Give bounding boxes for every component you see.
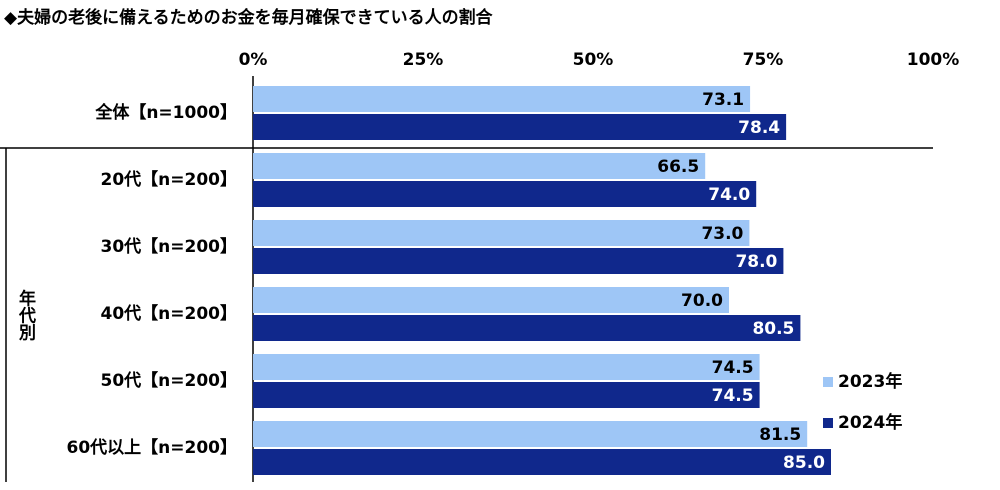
y-tick-label: 30代【n=200】 (101, 236, 238, 257)
value-label: 78.4 (738, 118, 780, 138)
x-tick-label: 75% (743, 50, 784, 70)
x-tick-label: 50% (573, 50, 614, 70)
value-label: 73.1 (702, 90, 744, 110)
x-tick-label: 100% (907, 50, 960, 70)
bar (253, 248, 784, 274)
bar (253, 382, 760, 408)
value-label: 66.5 (657, 157, 699, 177)
bar (253, 153, 706, 179)
value-label: 74.5 (712, 358, 754, 378)
x-tick-label: 25% (403, 50, 444, 70)
value-label: 74.5 (712, 386, 754, 406)
bar (253, 86, 751, 112)
bar (253, 181, 757, 207)
legend-swatch (823, 418, 833, 428)
legend-label: 2024年 (838, 412, 902, 433)
value-label: 81.5 (759, 425, 801, 445)
value-label: 85.0 (783, 453, 825, 473)
y-tick-label: 50代【n=200】 (101, 370, 238, 391)
bar (253, 449, 831, 475)
legend-label: 2023年 (838, 371, 902, 392)
value-label: 70.0 (681, 291, 723, 311)
bar (253, 421, 808, 447)
bar (253, 287, 729, 313)
x-tick-label: 0% (239, 50, 268, 70)
value-label: 80.5 (752, 319, 794, 339)
y-tick-label: 40代【n=200】 (101, 303, 238, 324)
legend-swatch (823, 377, 833, 387)
bar (253, 354, 760, 380)
bar (253, 315, 801, 341)
chart-title: ◆夫婦の老後に備えるためのお金を毎月確保できている人の割合 (4, 7, 494, 28)
y-tick-label: 60代以上【n=200】 (67, 437, 238, 458)
y-tick-label: 全体【n=1000】 (94, 102, 237, 123)
value-label: 73.0 (701, 224, 743, 244)
bar (253, 114, 787, 140)
value-label: 74.0 (708, 185, 750, 205)
value-label: 78.0 (735, 252, 777, 272)
y-tick-label: 20代【n=200】 (101, 169, 238, 190)
bar (253, 220, 750, 246)
group-label: 年代別 (15, 288, 37, 341)
